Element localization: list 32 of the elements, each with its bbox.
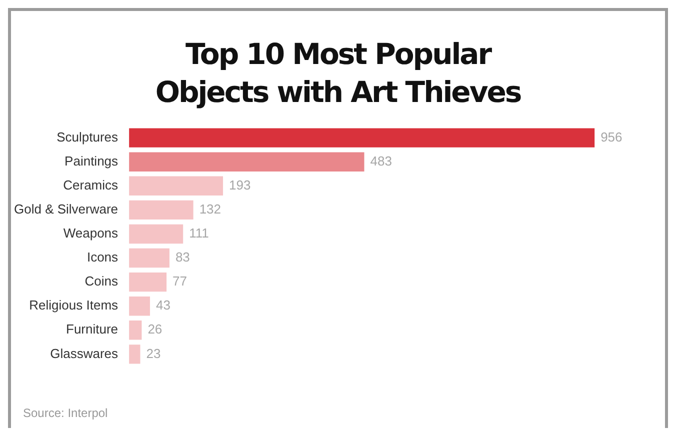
bar bbox=[129, 224, 184, 244]
y-tick-label: Paintings bbox=[64, 153, 119, 168]
y-tick-label: Furniture bbox=[66, 322, 118, 337]
bar bbox=[129, 152, 364, 172]
bar bbox=[129, 344, 140, 364]
y-tick-label: Ceramics bbox=[63, 177, 119, 192]
data-label: 26 bbox=[148, 322, 162, 337]
y-tick-label: Icons bbox=[86, 250, 119, 265]
bar bbox=[129, 272, 167, 292]
data-label: 483 bbox=[370, 153, 392, 168]
y-tick-label: Sculptures bbox=[56, 129, 119, 144]
data-label: 193 bbox=[229, 177, 251, 192]
data-label: 132 bbox=[199, 202, 222, 217]
y-tick-label: Coins bbox=[84, 274, 119, 289]
bar bbox=[129, 248, 170, 268]
bar bbox=[129, 296, 150, 316]
data-label: 77 bbox=[172, 274, 188, 289]
y-tick-label: Weapons bbox=[63, 226, 119, 241]
bar bbox=[129, 128, 595, 148]
y-tick-label: Gold & Silverware bbox=[14, 202, 118, 217]
bar bbox=[129, 200, 194, 220]
data-label: 23 bbox=[146, 346, 161, 361]
source-note: Source: Interpol bbox=[23, 406, 108, 420]
y-tick-label: Religious Items bbox=[29, 298, 119, 313]
chart-title: Top 10 Most Popular Objects with Art Thieves bbox=[154, 36, 522, 111]
y-tick-label: Glasswares bbox=[50, 346, 119, 361]
data-label: 956 bbox=[600, 129, 622, 144]
data-label: 83 bbox=[175, 250, 190, 265]
bar bbox=[129, 320, 142, 340]
data-label: 43 bbox=[156, 298, 170, 313]
bar bbox=[129, 176, 224, 196]
data-label: 111 bbox=[189, 226, 209, 241]
